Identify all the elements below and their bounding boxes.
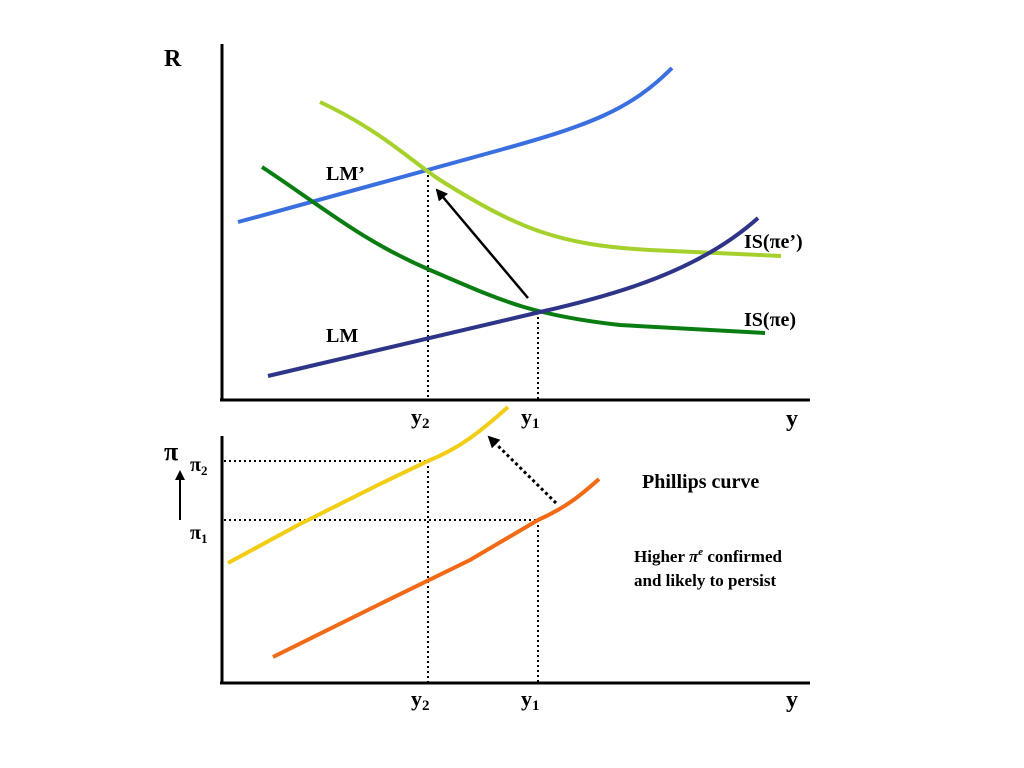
lm-prime-label: LM’ xyxy=(326,163,365,185)
lm-curve xyxy=(267,216,760,378)
is-pie-prime-label: IS(πe’) xyxy=(744,231,803,253)
note-line-2: and likely to persist xyxy=(634,571,776,590)
lm-prime-curve xyxy=(237,66,674,224)
top-panel: R y LM’ LM IS(πe’) IS(πe) y2 y1 xyxy=(164,44,810,432)
phillips-lower-curve xyxy=(272,477,601,659)
phillips-upper-curve xyxy=(227,405,510,565)
phillips-curve-label: Phillips curve xyxy=(642,471,759,493)
phillips-shift-arrow xyxy=(487,435,558,505)
top-x-axis-label: y xyxy=(786,406,798,432)
pi1-label: π1 xyxy=(190,522,207,546)
note-line-1: Higher πe confirmed xyxy=(634,546,782,566)
top-y1-tick-label: y1 xyxy=(521,404,540,432)
lm-label: LM xyxy=(326,325,358,347)
is-pie-prime-curve xyxy=(319,100,782,258)
is-pie-label: IS(πe) xyxy=(744,309,796,331)
bottom-y2-tick-label: y2 xyxy=(411,686,430,714)
bottom-y-axis-label: π xyxy=(164,437,178,466)
top-y2-tick-label: y2 xyxy=(411,404,430,432)
is-pie-curve xyxy=(260,165,766,335)
top-y-axis-label: R xyxy=(164,46,182,72)
shift-arrow xyxy=(435,188,529,299)
bottom-x-axis-label: y xyxy=(786,687,798,713)
bottom-y1-tick-label: y1 xyxy=(521,686,540,714)
pi2-label: π2 xyxy=(190,454,207,478)
bottom-panel: π y π2 π1 y2 y1 Phillips curve Higher πe… xyxy=(164,405,810,714)
